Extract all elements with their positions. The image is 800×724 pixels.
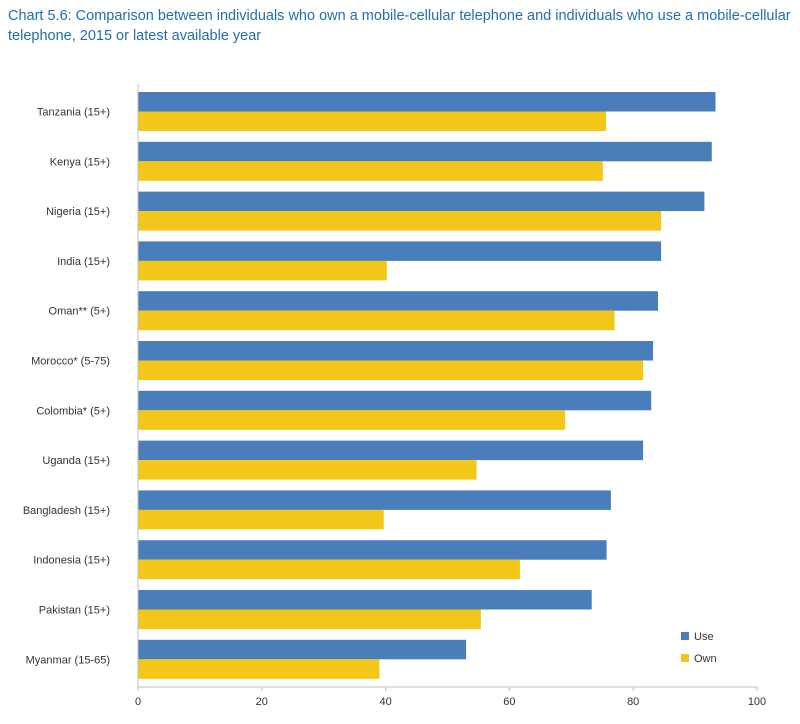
x-axis: 0 20 40 60 80 100 xyxy=(135,84,766,708)
bar-own-6 xyxy=(138,410,566,430)
x-tick-label-4: 80 xyxy=(627,696,639,708)
bar-use-4 xyxy=(138,291,658,311)
category-label-4: Oman** (5+) xyxy=(49,306,110,318)
legend-label-use: Use xyxy=(694,631,714,643)
x-tick-label-5: 100 xyxy=(748,696,766,708)
category-label-11: Myanmar (15-65) xyxy=(26,654,110,666)
legend: Use Own xyxy=(681,631,717,665)
category-label-9: Indonesia (15+) xyxy=(33,555,110,567)
category-label-5: Morocco* (5-75) xyxy=(31,356,110,368)
legend-swatch-own xyxy=(681,654,689,662)
bar-own-10 xyxy=(138,609,481,629)
category-label-1: Kenya (15+) xyxy=(50,156,110,168)
category-label-0: Tanzania (15+) xyxy=(37,107,110,119)
legend-swatch-use xyxy=(681,632,689,640)
bar-use-1 xyxy=(138,141,712,162)
legend-label-own: Own xyxy=(694,653,717,665)
bars-group xyxy=(138,92,716,679)
x-tick-label-3: 60 xyxy=(503,696,515,708)
chart-title-label: Chart 5.6: xyxy=(8,8,72,24)
bar-own-9 xyxy=(138,559,520,580)
bar-use-6 xyxy=(138,390,652,411)
bar-own-0 xyxy=(138,111,606,131)
category-labels: Tanzania (15+) Kenya (15+) Nigeria (15+) In… xyxy=(23,107,110,667)
bar-use-9 xyxy=(138,540,607,560)
bar-own-11 xyxy=(138,659,380,679)
chart-title-text: Comparison between individuals who own a… xyxy=(8,8,791,44)
bar-use-0 xyxy=(138,92,716,112)
bar-own-7 xyxy=(138,460,477,480)
bar-own-1 xyxy=(138,161,603,181)
bar-own-2 xyxy=(138,211,662,231)
category-label-8: Bangladesh (15+) xyxy=(23,505,110,517)
bar-use-5 xyxy=(138,341,653,361)
category-label-10: Pakistan (15+) xyxy=(39,605,110,617)
category-label-3: India (15+) xyxy=(57,256,110,268)
x-tick-label-1: 20 xyxy=(256,696,268,708)
bar-use-2 xyxy=(138,191,705,212)
category-label-7: Uganda (15+) xyxy=(42,455,110,467)
x-tick-label-0: 0 xyxy=(135,696,141,708)
category-label-2: Nigeria (15+) xyxy=(46,206,110,218)
chart-title: Chart 5.6: Comparison between individuals… xyxy=(8,6,792,46)
bar-use-3 xyxy=(138,241,662,261)
bar-use-8 xyxy=(138,490,611,510)
category-label-6: Colombia* (5+) xyxy=(36,405,110,417)
bar-use-10 xyxy=(138,590,592,610)
bar-own-8 xyxy=(138,509,384,530)
bar-use-7 xyxy=(138,440,644,461)
bar-own-4 xyxy=(138,310,615,331)
bar-own-3 xyxy=(138,260,387,281)
bar-own-5 xyxy=(138,360,644,380)
bar-use-11 xyxy=(138,639,467,660)
x-tick-label-2: 40 xyxy=(379,696,391,708)
